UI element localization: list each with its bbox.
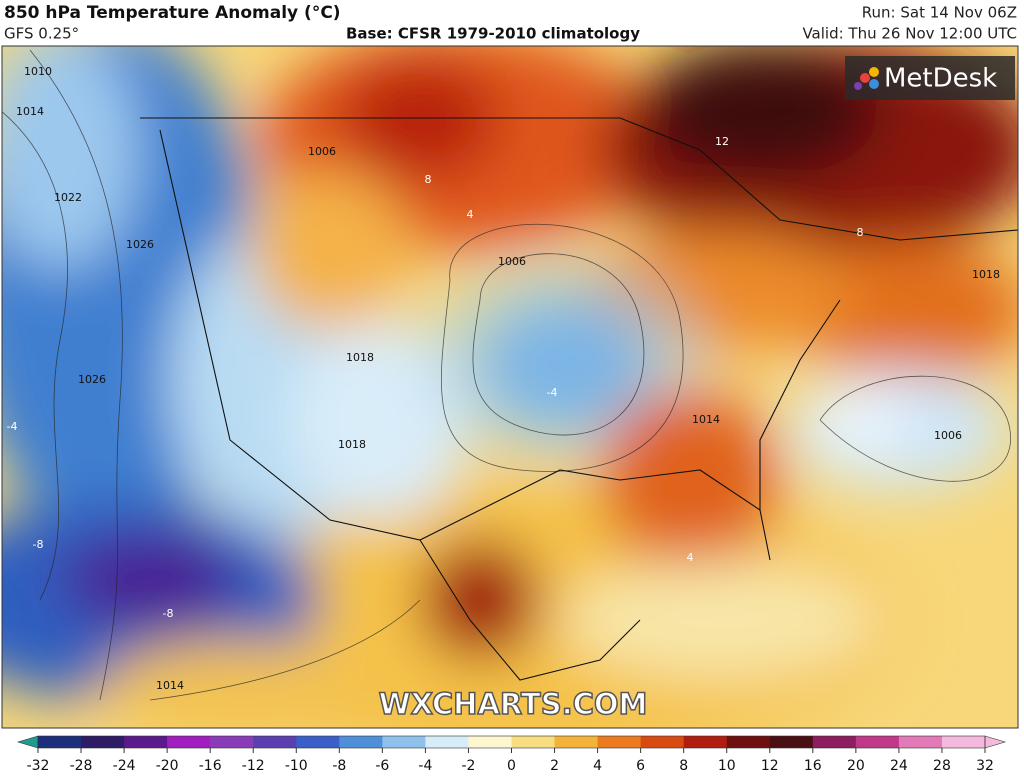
anomaly-field [2,46,1018,728]
isobars [2,49,1011,701]
colorbar-segment [296,736,340,748]
colorbar-arrow-right [984,735,1007,749]
contour-label: 1022 [54,191,82,204]
colorbar-segment [597,736,642,748]
contour-label: 1014 [692,413,720,426]
contour-label: 1014 [16,105,44,118]
colorbar-tick-label: -4 [418,758,432,774]
colorbar-tick-label: -6 [375,758,389,774]
logo-text: MetDesk [884,64,997,94]
colorbar-tick-label: 24 [890,758,908,774]
colorbar-segment [898,736,943,748]
colorbar-segment [253,736,297,748]
colorbar-tick-label: -32 [27,758,50,774]
colorbar-tick-label: 8 [679,758,688,774]
colorbar-segment [769,736,814,748]
colorbar-segment [812,736,857,748]
colorbar-tick-label: 16 [804,758,822,774]
map: WXCHARTS.COM [2,46,1018,728]
colorbar-tick-label: -20 [156,758,179,774]
colorbar-tick-label: 12 [761,758,779,774]
colorbar-segment [468,736,512,748]
title: 850 hPa Temperature Anomaly (°C) [4,3,341,23]
colorbar-segment [81,736,125,748]
colorbar-tick-label: -12 [242,758,265,774]
colorbar-segment [339,736,383,748]
contour-label: 1010 [24,65,52,78]
colorbar-tick-label: 4 [593,758,602,774]
colorbar-tick-label: 10 [718,758,736,774]
colorbar-segment [683,736,728,748]
colorbar-tick-label: -24 [113,758,136,774]
contour-label: 4 [687,551,694,564]
contour-label: 1026 [78,373,106,386]
contour-label: 1014 [156,679,184,692]
colorbar-segment [554,736,599,748]
contour-label: 4 [467,208,474,221]
contour-label: 8 [425,173,432,186]
watermark: WXCHARTS.COM [379,687,648,721]
colorbar-segment [640,736,685,748]
colorbar-tick-label: -2 [461,758,475,774]
contour-label: -4 [547,386,558,399]
colorbar-tick-label: 28 [933,758,951,774]
contour-label: -8 [33,538,44,551]
contour-label: 12 [715,135,729,148]
contour-label: 1006 [498,255,526,268]
colorbar-tick-label: 2 [550,758,559,774]
contour-label: 1018 [338,438,366,451]
contour-label: 1006 [934,429,962,442]
logo-box [845,56,1015,100]
colorbar-segment [941,736,986,748]
colorbar-segment [124,736,168,748]
map-frame [1,45,1019,729]
colorbar-segment [382,736,426,748]
colorbar-segment [425,736,469,748]
colorbar: -32 -28 -24 -20 -16 -12 -10 -8 -6 -4 -2 0 2 4 6 8 10 12 16… [16,735,1007,774]
contour-label: -8 [163,607,174,620]
colorbar-tick-label: -16 [199,758,222,774]
borders [140,117,1018,681]
colorbar-tick-label: 20 [847,758,865,774]
run: Run: Sat 14 Nov 06Z [862,4,1017,22]
colorbar-tick-label: 0 [507,758,516,774]
colorbar-tick-label: -10 [285,758,308,774]
map-labels: 1010 1014 1022 1026 1026 1006 1018 1018 1006 1014… [7,65,1000,692]
colorbar-segment [210,736,254,748]
base: Base: CFSR 1979-2010 climatology [346,25,640,43]
contour-label: 1006 [308,145,336,158]
colorbar-tick-label: -8 [332,758,346,774]
colorbar-segment [855,736,900,748]
model: GFS 0.25° [4,25,79,43]
contour-label: -4 [7,420,18,433]
colorbar-segment [511,736,556,748]
colorbar-tick-label: 6 [636,758,645,774]
contour-label: 1026 [126,238,154,251]
valid: Valid: Thu 26 Nov 12:00 UTC [802,25,1017,43]
contour-label: 1018 [346,351,374,364]
colorbar-segment [38,736,82,748]
colorbar-segment [726,736,771,748]
colorbar-tick-label: 32 [976,758,994,774]
colorbar-segment [167,736,211,748]
contour-label: 8 [857,226,864,239]
colorbar-arrow-left [16,735,39,749]
contour-label: 1018 [972,268,1000,281]
logo-icon [854,67,879,90]
colorbar-tick-label: -28 [70,758,93,774]
